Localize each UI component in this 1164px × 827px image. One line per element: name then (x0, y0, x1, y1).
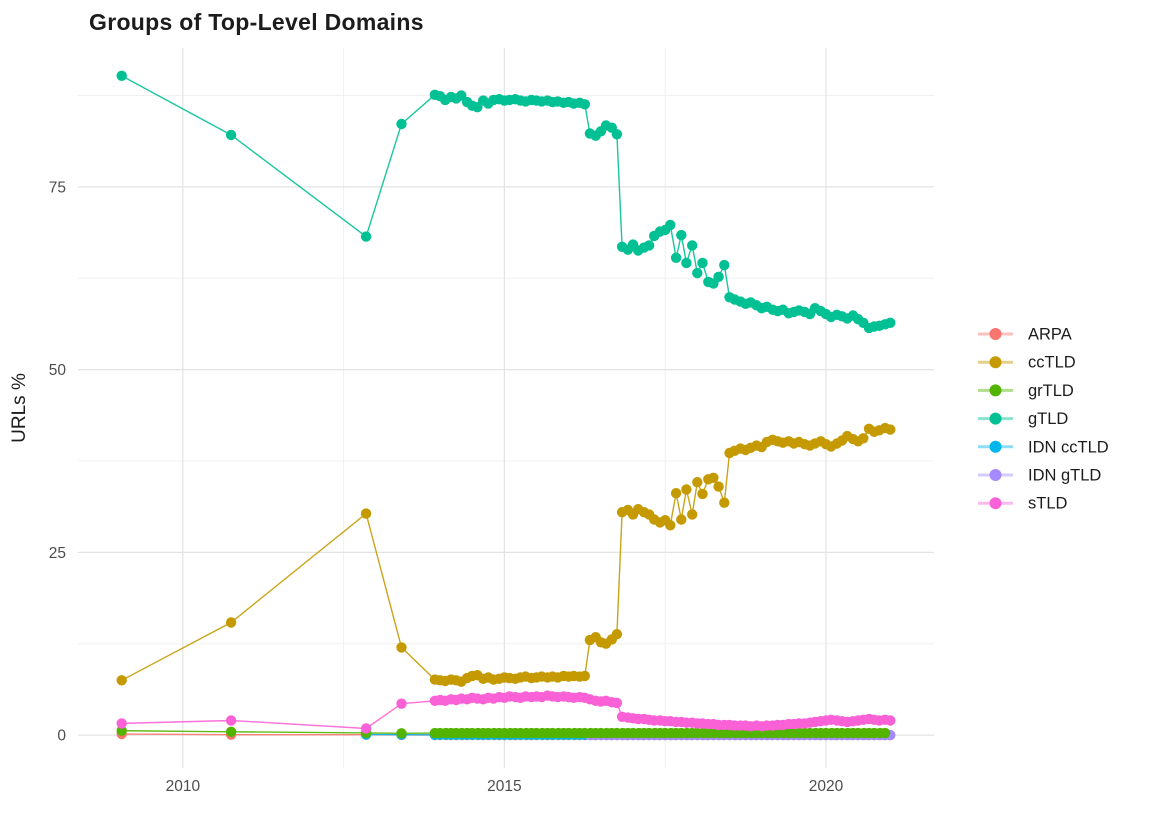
legend-label: sTLD (1028, 495, 1068, 513)
data-point-cctld (360, 508, 372, 519)
legend-item-grtld: grTLD (978, 382, 1074, 400)
data-point-gtld (225, 129, 237, 141)
legend-key-dot (989, 440, 1002, 453)
legend-item-arpa: ARPA (978, 326, 1072, 344)
data-point-cctld (687, 509, 698, 520)
data-point-cctld (579, 670, 590, 682)
data-point-gtld (687, 240, 698, 251)
data-point-cctld (858, 433, 869, 444)
data-point-gtld (360, 231, 372, 242)
data-point-gtld (611, 129, 623, 140)
y-axis-title: URLs % (9, 373, 30, 443)
x-tick-label: 2020 (809, 778, 844, 795)
legend-key-dot (989, 497, 1002, 510)
data-point-stld (396, 698, 407, 709)
legend-label: gTLD (1028, 410, 1068, 428)
data-point-stld (360, 723, 372, 734)
data-point-cctld (719, 497, 730, 508)
data-point-grtld (879, 727, 891, 739)
data-point-cctld (697, 488, 708, 500)
legend-label: IDN gTLD (1028, 467, 1101, 485)
y-tick-label: 0 (57, 728, 66, 745)
data-point-grtld (116, 725, 127, 736)
legend-label: grTLD (1028, 382, 1074, 400)
data-point-grtld (396, 728, 407, 739)
axis-tick-labels: 0 25 50 75 2010 2015 2020 (49, 179, 844, 795)
legend-label: ARPA (1028, 326, 1072, 344)
data-point-cctld (713, 481, 724, 492)
data-point-gtld (116, 70, 127, 82)
legend-item-idn-cctld: IDN ccTLD (978, 438, 1109, 456)
data-point-cctld (665, 520, 676, 531)
data-point-cctld (611, 629, 623, 640)
legend-item-idn-gtld: IDN gTLD (978, 467, 1101, 485)
legend-item-cctld: ccTLD (978, 354, 1076, 372)
data-point-gtld (643, 240, 655, 251)
data-point-gtld (676, 229, 687, 241)
minor-gridlines (78, 48, 934, 768)
legend: ARPA ccTLD grTLD gTLD IDN ccTLD IDN gTLD sTLD (978, 326, 1109, 513)
data-point-stld (885, 715, 896, 726)
x-tick-label: 2010 (166, 778, 201, 795)
data-point-cctld (692, 477, 703, 488)
data-point-gtld (713, 271, 724, 282)
data-point-cctld (681, 484, 692, 495)
legend-item-stld: sTLD (978, 495, 1068, 513)
legend-key-dot (989, 384, 1002, 397)
data-point-stld (225, 715, 237, 726)
chart-title: Groups of Top-Level Domains (89, 9, 424, 35)
data-point-cctld (225, 617, 237, 628)
y-tick-label: 50 (49, 362, 67, 379)
legend-key-dot (989, 356, 1002, 369)
data-point-gtld (670, 252, 682, 263)
data-point-gtld (396, 118, 407, 130)
data-point-cctld (670, 488, 682, 499)
y-tick-label: 75 (49, 179, 66, 196)
data-point-cctld (676, 514, 687, 525)
legend-key-dot (989, 328, 1002, 340)
data-point-gtld (681, 257, 692, 269)
data-point-gtld (719, 259, 730, 271)
major-gridlines (78, 48, 934, 768)
data-point-gtld (579, 99, 590, 110)
series-line-gtld (121, 75, 891, 329)
data-point-cctld (708, 472, 719, 483)
data-point-cctld (116, 675, 127, 686)
x-tick-label: 2015 (487, 778, 521, 795)
data-point-cctld (396, 642, 407, 653)
legend-label: ccTLD (1028, 354, 1076, 372)
data-point-gtld (665, 219, 676, 231)
data-point-stld (611, 697, 623, 709)
legend-item-gtld: gTLD (978, 410, 1068, 428)
legend-key-dot (989, 469, 1002, 481)
legend-key-dot (989, 412, 1002, 425)
data-point-gtld (692, 267, 703, 279)
legend-label: IDN ccTLD (1028, 438, 1109, 456)
data-point-grtld (225, 726, 237, 737)
data-point-gtld (697, 257, 708, 269)
data-point-gtld (885, 317, 896, 328)
series-layer (116, 70, 896, 741)
data-point-stld (116, 718, 127, 729)
data-point-cctld (885, 424, 896, 435)
y-tick-label: 25 (49, 545, 66, 562)
